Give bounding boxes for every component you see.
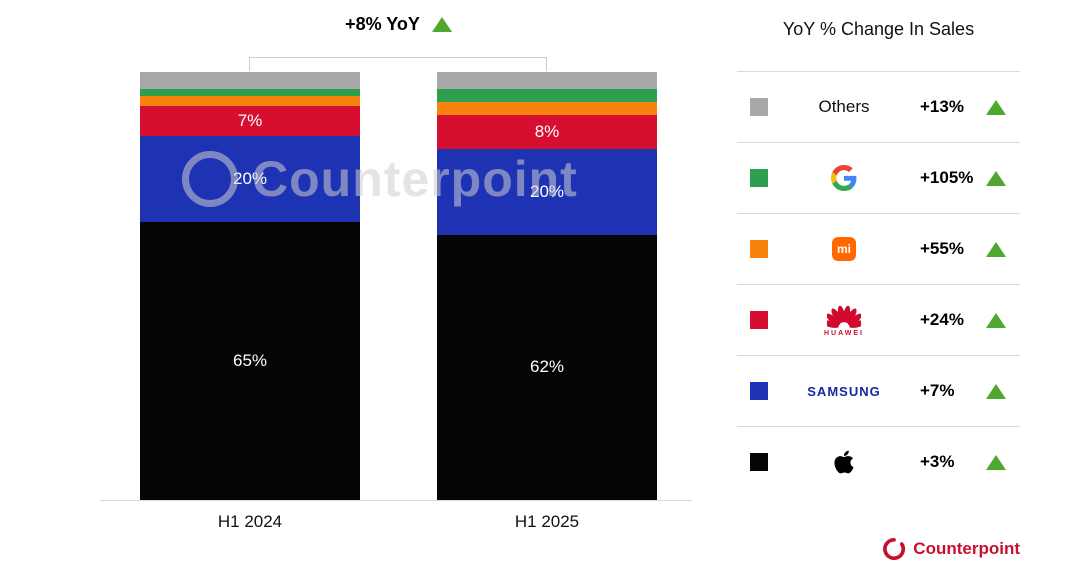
stacked-bars: 7% 20% 65% H1 2024 8% 20% 62% H1 2025 xyxy=(140,72,657,531)
xiaomi-change: +55% xyxy=(920,239,964,258)
segment-apple: 65% xyxy=(140,221,360,500)
x-axis-line xyxy=(100,500,692,501)
segment-xiaomi xyxy=(437,101,657,115)
counterpoint-brand-text: Counterpoint xyxy=(913,539,1020,558)
total-yoy-annotation: +8% YoY xyxy=(140,14,657,35)
segment-value-label: 20% xyxy=(232,168,268,188)
x-axis-label: H1 2025 xyxy=(514,511,580,531)
others-change: +13% xyxy=(920,97,964,116)
huawei-logo-icon xyxy=(827,305,861,328)
apple-swatch xyxy=(750,453,768,471)
stacked-bar: 8% 20% 62% xyxy=(437,72,657,500)
bar-h1-2024: 7% 20% 65% H1 2024 xyxy=(140,72,360,531)
segment-value-label: 7% xyxy=(237,111,263,131)
samsung-swatch xyxy=(750,382,768,400)
google-swatch xyxy=(750,169,768,187)
segment-value-label: 65% xyxy=(232,350,268,370)
legend-row-others: Others +13% xyxy=(737,71,1020,142)
x-axis-label: H1 2024 xyxy=(217,511,283,531)
bar-h1-2025: 8% 20% 62% H1 2025 xyxy=(437,72,657,531)
xiaomi-logo-icon: mi xyxy=(832,237,856,261)
segment-google xyxy=(437,89,657,102)
segment-huawei: 7% xyxy=(140,106,360,137)
others-swatch xyxy=(750,98,768,116)
samsung-wordmark: SAMSUNG xyxy=(807,383,881,399)
huawei-swatch xyxy=(750,311,768,329)
segment-huawei: 8% xyxy=(437,114,657,149)
samsung-change: +7% xyxy=(920,381,955,400)
google-change: +105% xyxy=(920,168,974,187)
legend-panel: YoY % Change In Sales Others +13% +105% xyxy=(737,0,1020,497)
segment-samsung: 20% xyxy=(437,149,657,235)
segment-samsung: 20% xyxy=(140,136,360,222)
bracket-tick-left xyxy=(249,57,250,71)
legend-row-google: +105% xyxy=(737,142,1020,213)
up-triangle-icon xyxy=(986,241,1006,257)
segment-others xyxy=(437,72,657,90)
up-triangle-icon xyxy=(986,383,1006,399)
segment-xiaomi xyxy=(140,95,360,107)
apple-change: +3% xyxy=(920,452,955,471)
legend-row-xiaomi: mi +55% xyxy=(737,213,1020,284)
up-triangle-icon xyxy=(986,454,1006,470)
apple-logo-icon xyxy=(834,450,854,474)
up-triangle-icon xyxy=(986,312,1006,328)
segment-others xyxy=(140,72,360,90)
segment-value-label: 8% xyxy=(534,121,560,141)
segment-value-label: 20% xyxy=(529,181,565,201)
up-triangle-icon xyxy=(986,99,1006,115)
segment-value-label: 62% xyxy=(529,357,565,377)
legend-row-apple: +3% xyxy=(737,426,1020,497)
up-triangle-icon xyxy=(986,170,1006,186)
segment-google xyxy=(140,89,360,96)
legend-title: YoY % Change In Sales xyxy=(782,19,975,39)
up-triangle-icon xyxy=(431,17,452,32)
google-logo-icon xyxy=(831,165,857,191)
huawei-wordmark: HUAWEI xyxy=(824,330,864,337)
legend-row-samsung: SAMSUNG +7% xyxy=(737,355,1020,426)
total-yoy-label: +8% YoY xyxy=(345,14,420,34)
legend-row-huawei: HUAWEI +24% xyxy=(737,284,1020,355)
bracket-connector xyxy=(249,57,546,58)
segment-apple: 62% xyxy=(437,234,657,500)
huawei-change: +24% xyxy=(920,310,964,329)
stacked-bar: 7% 20% 65% xyxy=(140,72,360,500)
brand-footer: Counterpoint xyxy=(883,538,1020,560)
counterpoint-logo-icon xyxy=(883,538,906,560)
bracket-tick-right xyxy=(546,57,547,71)
xiaomi-swatch xyxy=(750,240,768,258)
others-label: Others xyxy=(818,97,870,116)
